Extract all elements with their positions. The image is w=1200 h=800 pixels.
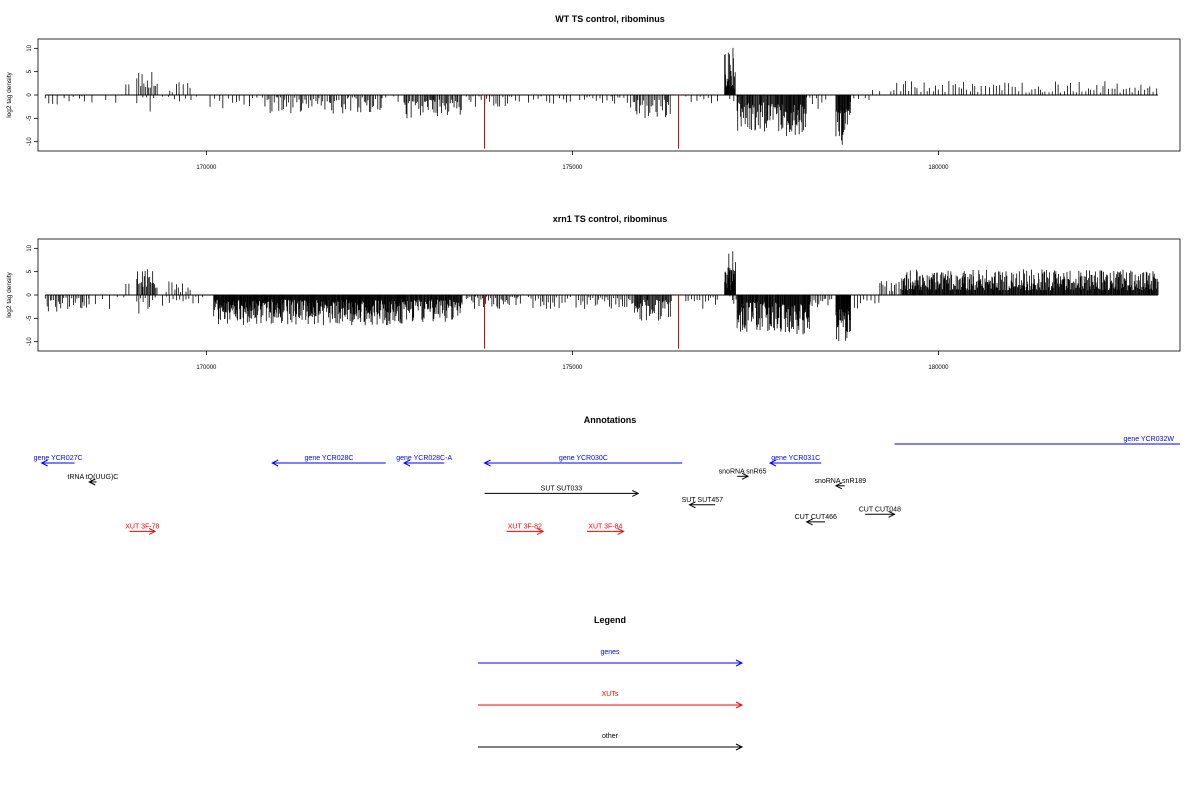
annotation-feature: SUT SUT033: [484, 485, 640, 497]
annotation-feature: tRNA tQ(UUG)C: [67, 474, 118, 486]
wt-y-axis: -10 -5 0 5 10: [27, 44, 38, 146]
annotation-arrowhead: [805, 518, 813, 526]
annotation-arrowhead: [483, 459, 491, 467]
wt-y-tick-label: -10: [27, 137, 33, 146]
legend-item: XUTs: [478, 691, 744, 709]
annotation-arrowhead: [88, 478, 96, 486]
xrn1-panel-title: xrn1 TS control, ribominus: [553, 214, 668, 224]
legend-label: XUTs: [602, 691, 619, 698]
legend-item: other: [478, 733, 744, 751]
annotation-label: CUT CUT048: [859, 506, 901, 513]
annotation-label: SUT SUT457: [682, 497, 724, 504]
annotation-label: gene YCR027C: [34, 455, 83, 462]
legend-arrowhead: [735, 701, 744, 709]
wt-y-tick-label: 0: [27, 93, 33, 97]
annotation-feature: gene YCR031C: [768, 455, 822, 467]
annotation-label: gene YCR032W: [1124, 436, 1175, 443]
annotation-arrowhead: [40, 459, 48, 467]
annotation-label: CUT CUT466: [795, 514, 837, 521]
wt-bars: [44, 47, 1158, 145]
annotation-arrowhead: [768, 459, 777, 467]
annotation-label: gene YCR028C: [305, 455, 354, 462]
annotation-label: SUT SUT033: [541, 485, 583, 492]
annotation-feature: snoRNA snR189: [814, 478, 866, 490]
annotation-arrowhead: [271, 459, 279, 467]
annotation-arrowhead: [617, 527, 625, 535]
annotation-features: gene YCR027C gene YCR028C gene YCR028C-A ge…: [34, 436, 1180, 535]
legend-item: genes: [478, 649, 744, 667]
annotation-feature: XUT 3F-82: [506, 523, 545, 535]
annotation-label: XUT 3F-84: [588, 523, 622, 530]
annotation-label: gene YCR031C: [771, 455, 820, 462]
xrn1-y-tick-label: -10: [27, 337, 33, 346]
annotations-title: Annotations: [584, 415, 637, 425]
annotation-arrowhead: [688, 501, 696, 509]
xrn1-y-axis-label: log2 tag density: [6, 271, 13, 317]
annotations-track: Annotations gene YCR027C gene YCR028C gene…: [34, 415, 1180, 535]
wt-x-tick-label: 170000: [196, 165, 217, 171]
annotation-arrowhead: [632, 489, 640, 497]
xrn1-y-tick-label: -5: [27, 315, 33, 321]
xrn1-y-tick-label: 5: [27, 269, 33, 273]
xrn1-y-tick-label: 0: [27, 293, 33, 297]
annotation-label: snoRNA snR189: [814, 478, 866, 485]
xrn1-y-axis: -10 -5 0 5 10: [27, 244, 38, 346]
annotation-feature: CUT CUT466: [795, 514, 837, 526]
annotation-feature: SUT SUT457: [682, 497, 724, 509]
annotation-arrowhead: [402, 459, 411, 467]
annotation-label: gene YCR030C: [559, 455, 608, 462]
annotation-label: snoRNA snR65: [719, 468, 767, 475]
annotation-feature: gene YCR028C: [271, 455, 386, 467]
xrn1-bars: [44, 251, 1159, 342]
xrn1-x-tick-label: 175000: [562, 365, 583, 371]
wt-x-tick-label: 175000: [562, 165, 583, 171]
wt-coverage-panel: WT TS control, ribominus log2 tag densit…: [6, 14, 1181, 171]
annotation-feature: CUT CUT048: [859, 506, 901, 518]
wt-x-tick-label: 180000: [928, 165, 949, 171]
annotation-label: XUT 3F-82: [508, 523, 542, 530]
wt-x-axis: 170000 175000 180000: [196, 151, 949, 171]
wt-panel-title: WT TS control, ribominus: [555, 14, 665, 24]
annotation-arrowhead: [741, 472, 750, 480]
xrn1-y-tick-label: 10: [27, 244, 33, 251]
annotation-arrowhead: [888, 510, 896, 518]
annotation-label: XUT 3F-78: [125, 523, 159, 530]
legend-arrowhead: [735, 659, 744, 667]
wt-y-tick-label: 5: [27, 69, 33, 73]
annotation-feature: gene YCR028C-A: [396, 455, 452, 467]
annotation-arrowhead: [834, 482, 843, 490]
annotation-feature: XUT 3F-78: [125, 523, 159, 535]
wt-y-tick-label: -5: [27, 115, 33, 121]
legend: Legend genes XUTs other: [478, 615, 744, 751]
annotation-arrowhead: [148, 527, 157, 535]
annotation-feature: gene YCR030C: [483, 455, 683, 467]
annotation-arrowhead: [536, 527, 545, 535]
xrn1-x-tick-label: 170000: [196, 365, 217, 371]
annotation-feature: gene YCR032W: [894, 436, 1180, 445]
legend-label: genes: [600, 649, 620, 656]
wt-y-tick-label: 10: [27, 44, 33, 51]
legend-items: genes XUTs other: [478, 649, 744, 751]
xrn1-coverage-panel: xrn1 TS control, ribominus log2 tag dens…: [6, 214, 1181, 371]
annotation-feature: gene YCR027C: [34, 455, 83, 467]
legend-arrowhead: [735, 743, 744, 751]
annotation-feature: snoRNA snR65: [719, 468, 767, 480]
xrn1-markers: [484, 295, 680, 349]
wt-markers: [484, 95, 680, 149]
xrn1-x-axis: 170000 175000 180000: [196, 351, 949, 371]
annotation-label: tRNA tQ(UUG)C: [67, 474, 118, 481]
annotation-feature: XUT 3F-84: [587, 523, 625, 535]
annotation-label: gene YCR028C-A: [396, 455, 452, 462]
legend-label: other: [602, 733, 619, 740]
legend-title: Legend: [594, 615, 626, 625]
xrn1-x-tick-label: 180000: [928, 365, 949, 371]
wt-y-axis-label: log2 tag density: [6, 71, 13, 117]
